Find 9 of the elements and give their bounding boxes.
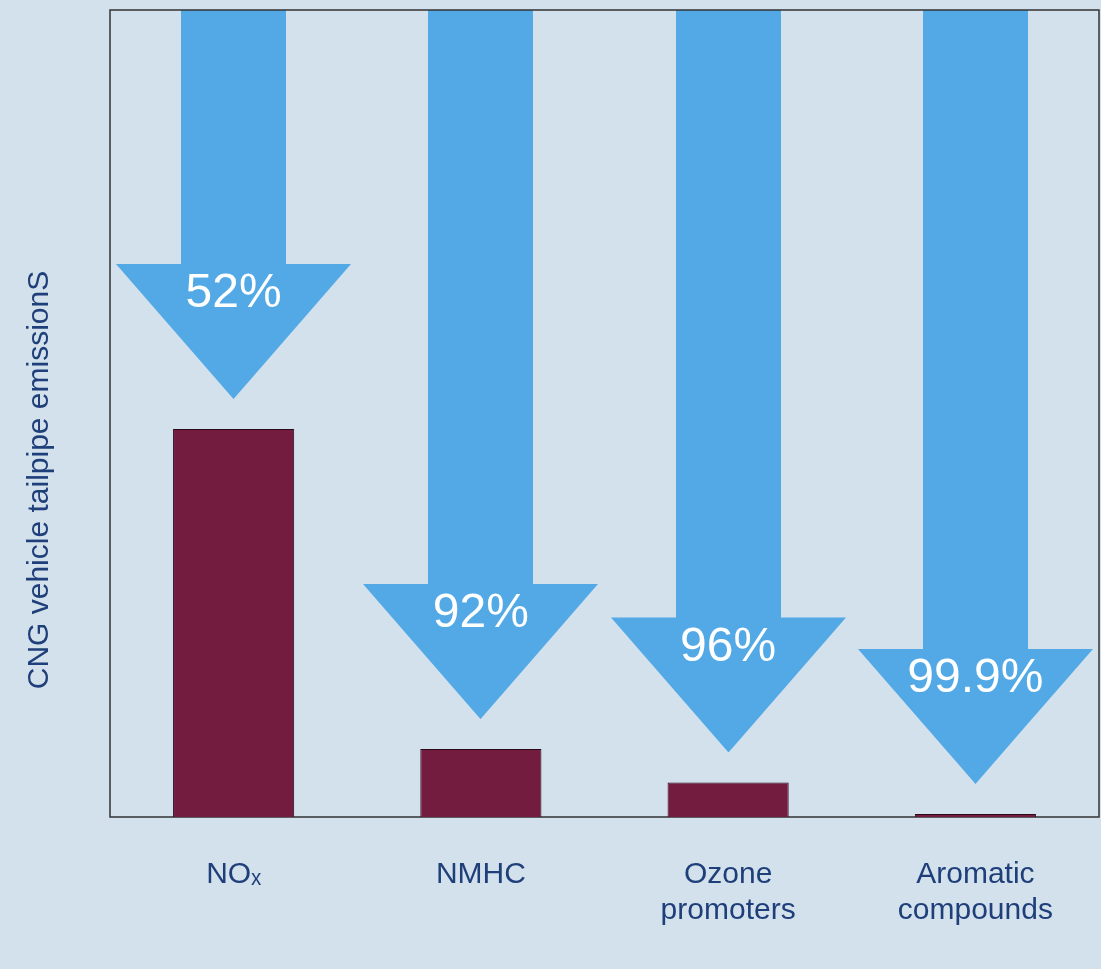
annotation: 92% xyxy=(432,584,529,638)
x-tick-label: Ozone promoters xyxy=(660,856,796,926)
y-axis-title: CNG vehicle tailpipe emissionS xyxy=(21,270,55,690)
annotation: 96% xyxy=(680,617,777,671)
annotation: 99.9% xyxy=(907,649,1044,703)
text: 52% xyxy=(185,264,282,318)
x-tick-label: NOₓ xyxy=(206,856,262,890)
x-tick-label: Aromatic compounds xyxy=(897,856,1053,926)
x-tick-label: NMHC xyxy=(435,856,526,890)
